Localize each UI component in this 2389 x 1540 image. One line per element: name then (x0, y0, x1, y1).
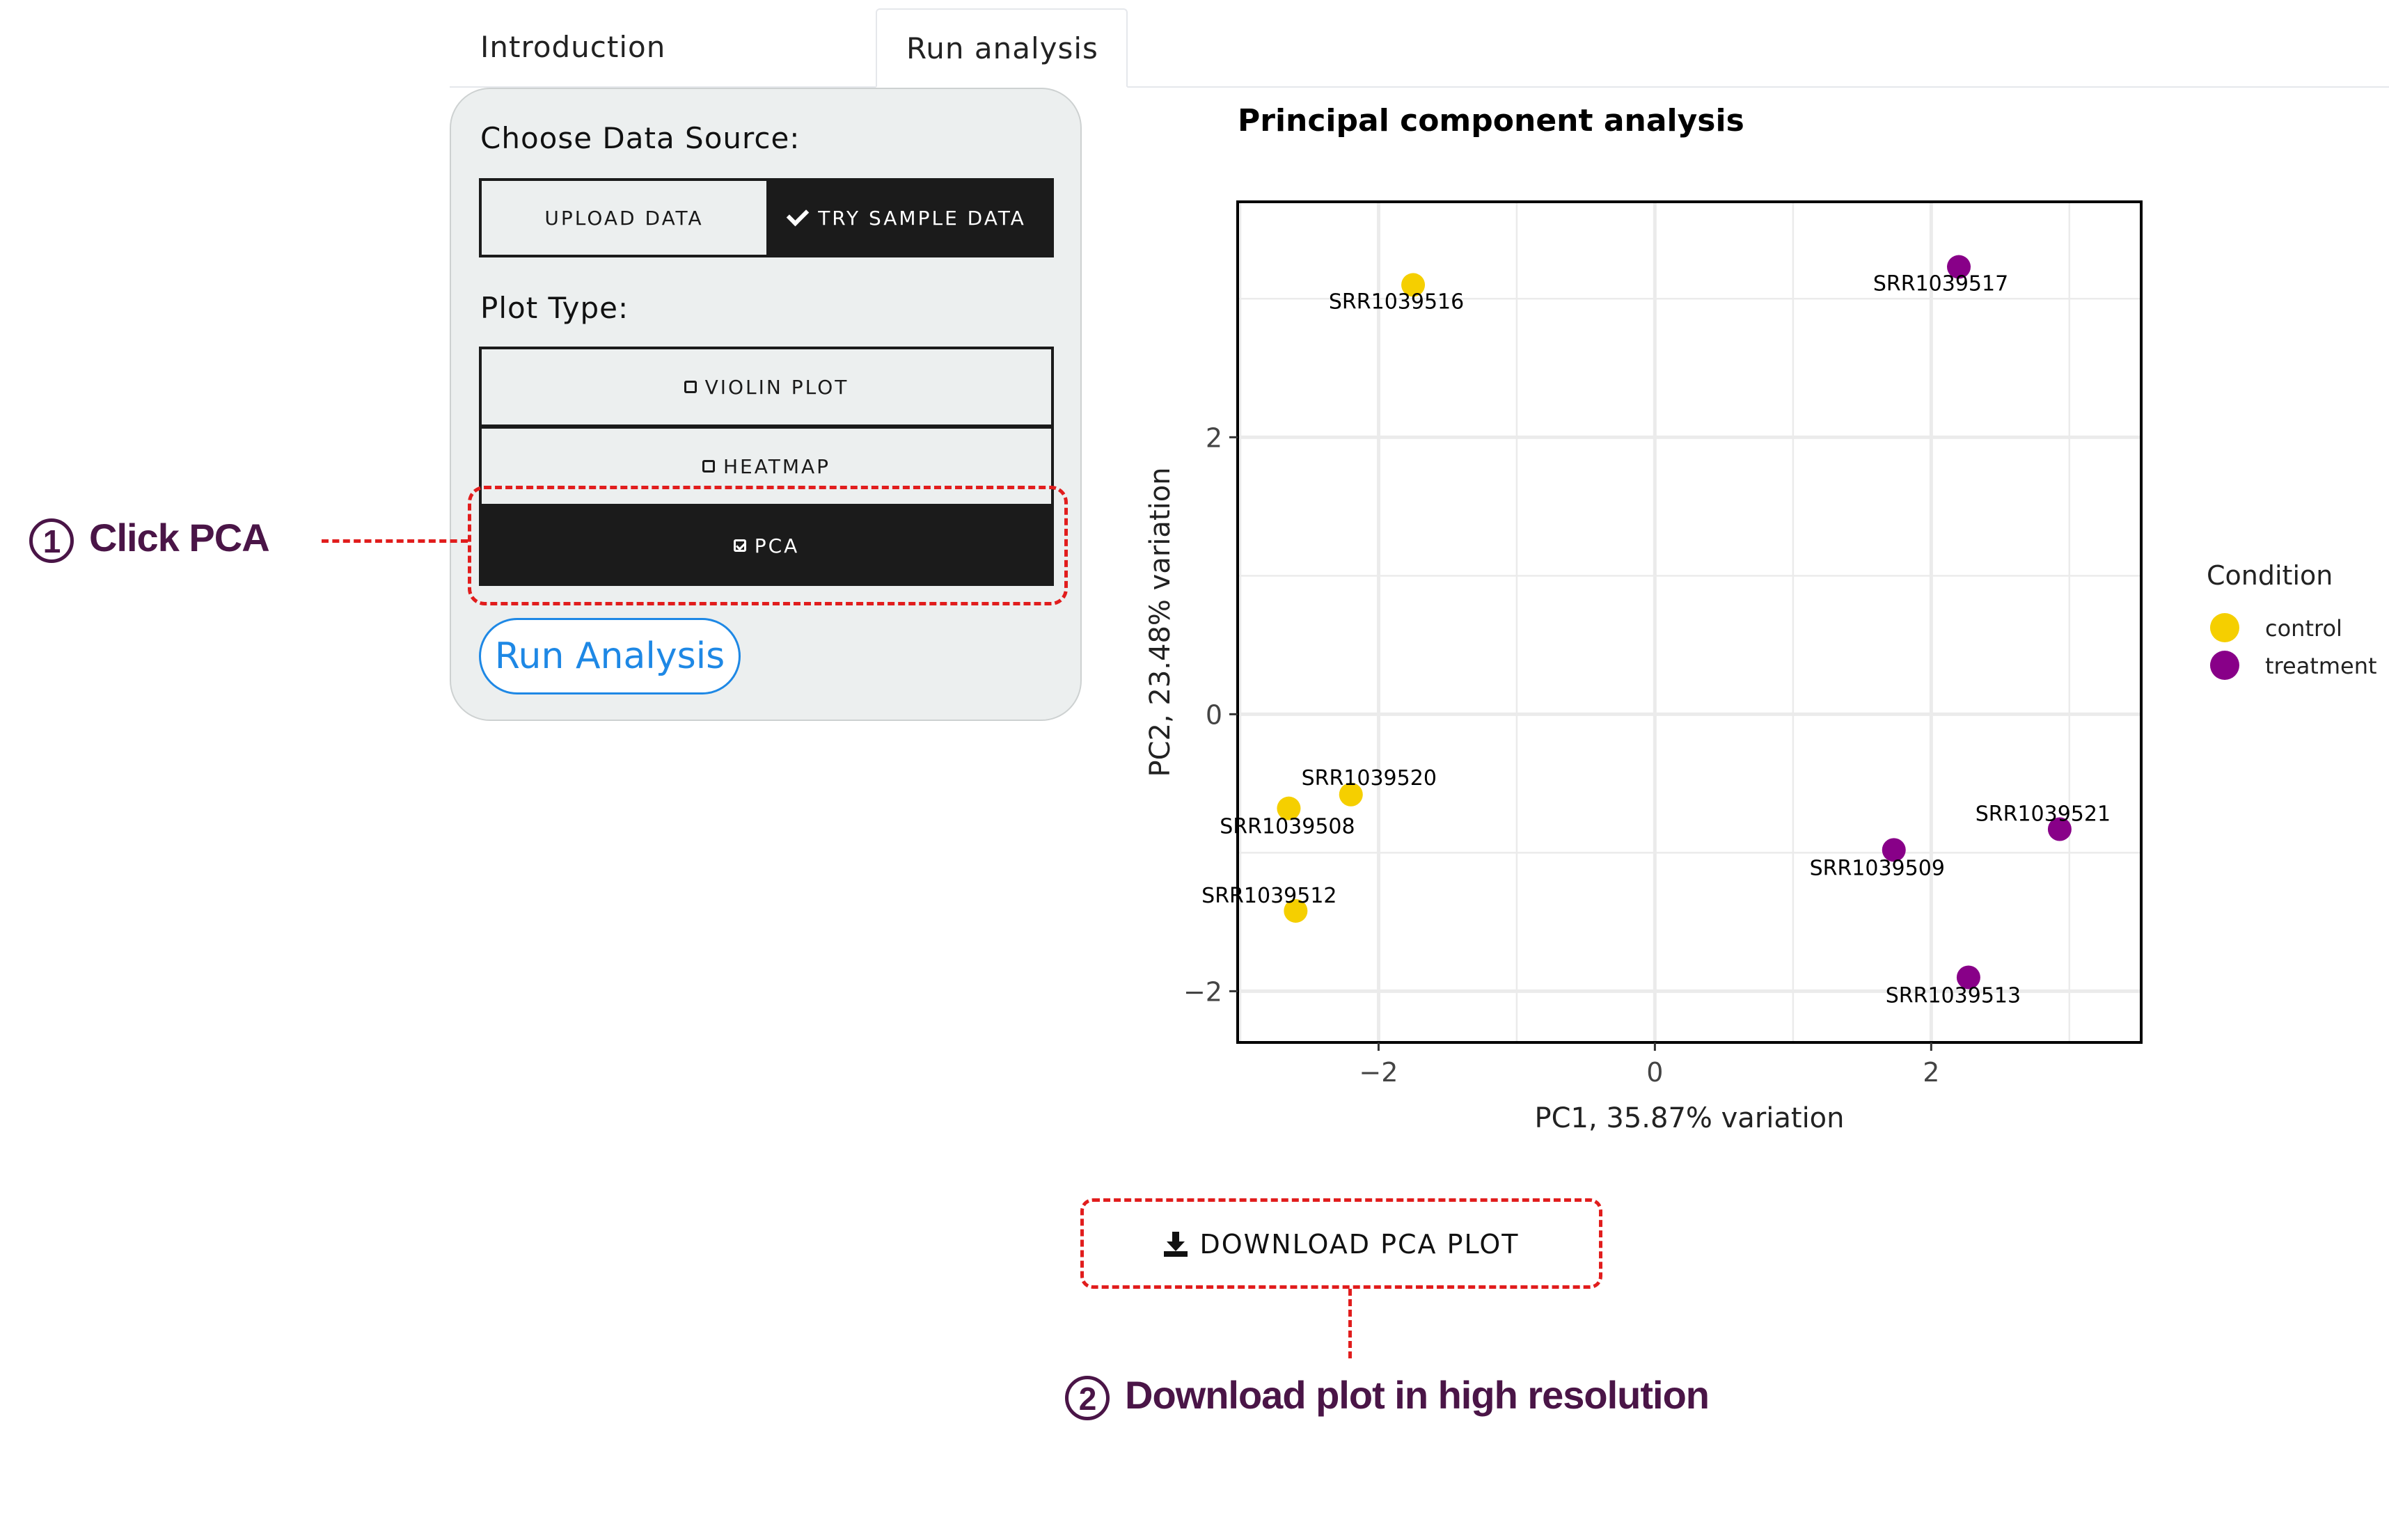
plot-background (1238, 202, 2141, 1042)
download-icon (1163, 1232, 1188, 1257)
point-label: SRR1039517 (1873, 272, 2008, 296)
data-point (1277, 796, 1301, 820)
x-tick-label: 2 (1923, 1057, 1939, 1088)
data-source-label: Choose Data Source: (480, 121, 801, 155)
legend: Condition control treatment (2207, 560, 2377, 680)
data-point (1882, 838, 1906, 862)
y-tick-label: −2 (1183, 976, 1222, 1007)
download-pca-plot-button[interactable]: DOWNLOAD PCA PLOT (1086, 1204, 1597, 1285)
try-sample-data-label: TRY SAMPLE DATA (818, 206, 1026, 230)
chart-title: Principal component analysis (1238, 103, 1744, 138)
point-label: SRR1039516 (1329, 289, 1464, 314)
checkbox-icon (702, 460, 715, 473)
grid (1238, 202, 2141, 1042)
data-source-toggle: UPLOAD DATA TRY SAMPLE DATA (479, 178, 1054, 257)
pca-label: PCA (754, 534, 800, 557)
step1-text: Click PCA (89, 516, 270, 559)
tab-introduction[interactable]: Introduction (480, 30, 666, 64)
tab-run-analysis[interactable]: Run analysis (876, 8, 1128, 88)
data-point (1284, 898, 1308, 923)
data-point (1947, 255, 1971, 279)
plot-type-label: Plot Type: (480, 291, 629, 325)
step-number-badge: 1 (29, 518, 74, 564)
y-tick-label: 0 (1206, 699, 1222, 730)
checkmark-icon (786, 203, 810, 227)
point-label: SRR1039508 (1220, 815, 1355, 839)
try-sample-data-button[interactable]: TRY SAMPLE DATA (766, 181, 1051, 255)
point-label: SRR1039512 (1201, 884, 1337, 908)
step2-text: Download plot in high resolution (1125, 1373, 1710, 1417)
pca-button[interactable]: PCA (479, 505, 1054, 586)
legend-label: control (2265, 615, 2342, 642)
axes: −2 0 2 −2 0 2 (1183, 422, 1939, 1088)
point-label: SRR1039509 (1810, 856, 1945, 880)
violin-plot-button[interactable]: VIOLIN PLOT (479, 347, 1054, 427)
x-axis-label: PC1, 35.87% variation (1534, 1102, 1844, 1134)
step2-annotation: 2 Download plot in high resolution (1065, 1372, 1710, 1421)
data-point (2047, 817, 2072, 841)
pca-highlight-box (468, 486, 1068, 605)
legend-key (2210, 613, 2239, 642)
upload-data-button[interactable]: UPLOAD DATA (482, 181, 766, 255)
upload-data-label: UPLOAD DATA (544, 206, 704, 230)
data-point (1339, 782, 1363, 807)
y-axis-label: PC2, 23.48% variation (1144, 467, 1176, 777)
point-label: SRR1039513 (1886, 983, 2021, 1008)
x-tick-label: 0 (1646, 1057, 1663, 1088)
data-point (1401, 273, 1426, 297)
tab-bar: Introduction Run analysis (450, 8, 2389, 88)
point-label: SRR1039520 (1302, 766, 1437, 791)
heatmap-label: HEATMAP (723, 454, 831, 478)
control-panel: Choose Data Source: UPLOAD DATA TRY SAMP… (450, 88, 1082, 721)
legend-title: Condition (2207, 560, 2333, 591)
data-point (1956, 965, 1980, 990)
download-highlight-box (1080, 1198, 1602, 1289)
step-number-badge: 2 (1065, 1376, 1110, 1421)
legend-key (2210, 651, 2239, 680)
x-tick-label: −2 (1359, 1057, 1398, 1088)
y-tick-label: 2 (1206, 422, 1222, 453)
violin-plot-label: VIOLIN PLOT (704, 375, 849, 399)
data-points: SRR1039516 SRR1039520 SRR1039508 SRR1039512… (1201, 255, 2111, 1008)
step1-annotation: 1 Click PCA (29, 515, 270, 564)
connector-line (1348, 1289, 1352, 1358)
run-analysis-button[interactable]: Run Analysis (479, 618, 741, 694)
checkbox-icon (684, 381, 697, 393)
plot-frame (1236, 200, 2143, 1044)
connector-line (322, 539, 468, 543)
legend-label: treatment (2265, 653, 2377, 679)
download-button-label: DOWNLOAD PCA PLOT (1199, 1229, 1520, 1260)
point-label: SRR1039521 (1976, 802, 2111, 827)
pca-chart: Principal component analysis SRR1039516S… (1144, 103, 2377, 1134)
checked-checkbox-icon (733, 539, 746, 552)
